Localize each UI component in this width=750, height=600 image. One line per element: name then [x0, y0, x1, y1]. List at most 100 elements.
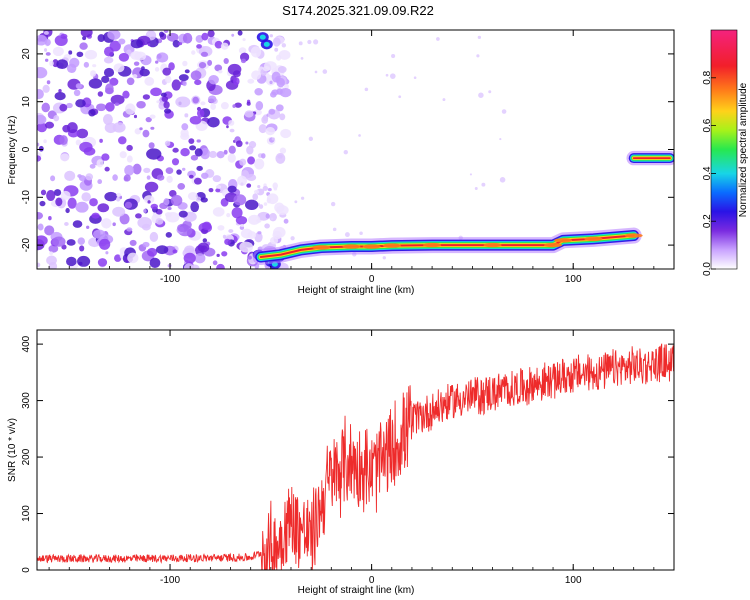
noise-blob: [107, 30, 121, 40]
noise-blob: [59, 135, 68, 146]
noise-blob: [139, 68, 150, 77]
noise-blob: [116, 192, 122, 198]
snr-axes: -100 0 100 0 100 200 300 400: [21, 330, 675, 586]
tone-hotspot: [483, 242, 502, 248]
noise-blob: [68, 50, 73, 55]
noise-blob: [190, 70, 202, 81]
noise-blob: [228, 229, 234, 233]
snr-ytick-label: 100: [21, 505, 32, 522]
spectrogram-ytick-label: 20: [21, 48, 32, 60]
noise-blob: [134, 128, 142, 135]
noise-blob: [237, 175, 248, 186]
noise-blob: [156, 245, 169, 255]
noise-blob: [269, 80, 273, 85]
noise-blob: [97, 34, 105, 42]
spectrogram-ytick-label: -20: [21, 237, 32, 252]
noise-blob: [266, 193, 279, 205]
noise-blob: [267, 187, 272, 192]
noise-blob: [273, 226, 286, 238]
noise-blob: [178, 74, 189, 82]
noise-blob: [101, 218, 112, 229]
noise-blob: [149, 257, 161, 269]
noise-blob: [105, 102, 115, 112]
noise-blob: [60, 153, 70, 162]
noise-blob: [141, 66, 145, 71]
noise-blob: [54, 91, 66, 101]
noise-blob: [201, 172, 209, 179]
noise-speck: [442, 98, 446, 102]
noise-blob: [263, 202, 268, 206]
noise-blob: [182, 60, 188, 67]
noise-blob: [75, 201, 89, 213]
noise-blob: [283, 83, 289, 90]
noise-blob: [95, 103, 107, 112]
noise-blob: [77, 174, 82, 178]
noise-blob: [258, 124, 267, 134]
spectrogram-xtick-label: 0: [369, 274, 375, 285]
noise-blob: [49, 251, 54, 256]
noise-blob: [226, 212, 231, 218]
noise-blob: [37, 34, 48, 46]
noise-blob: [142, 241, 150, 248]
noise-blob: [238, 47, 247, 54]
noise-speck: [322, 69, 328, 74]
noise-blob: [76, 128, 89, 139]
noise-blob: [235, 140, 243, 148]
noise-blob: [83, 61, 90, 68]
noise-speck: [270, 217, 274, 221]
noise-blob: [247, 255, 252, 260]
snr-line: [37, 343, 674, 570]
noise-blob: [101, 75, 110, 84]
noise-blob: [149, 231, 159, 242]
noise-blob: [167, 207, 172, 211]
noise-blob: [180, 133, 190, 140]
noise-blob: [142, 94, 151, 100]
noise-blob: [81, 192, 91, 202]
colorbar-ticks: 0.0 0.2 0.4 0.6 0.8: [702, 70, 716, 276]
noise-blob: [246, 174, 257, 182]
noise-speck: [314, 70, 318, 74]
noise-blob: [73, 89, 81, 97]
noise-blob: [239, 241, 254, 253]
noise-blob: [163, 198, 170, 206]
noise-blob: [201, 32, 209, 41]
noise-speck: [294, 200, 298, 204]
noise-blob: [37, 211, 44, 220]
noise-blob: [208, 188, 214, 193]
noise-blob: [97, 203, 110, 213]
noise-blob: [226, 125, 229, 129]
noise-blob: [188, 138, 195, 144]
noise-blob: [37, 142, 40, 147]
noise-speck: [385, 73, 389, 77]
noise-blob: [276, 54, 282, 61]
noise-blob: [69, 57, 80, 68]
noise-blob: [97, 179, 103, 185]
noise-blob: [118, 52, 130, 62]
spectrogram-xlabel: Height of straight line (km): [298, 285, 415, 296]
noise-blob: [254, 87, 263, 96]
noise-blob: [38, 145, 44, 152]
noise-blob: [39, 200, 46, 207]
noise-blob: [46, 80, 51, 85]
noise-blob: [154, 67, 160, 72]
noise-blob: [60, 33, 68, 39]
snr-ytick-label: 400: [21, 335, 32, 352]
noise-blob: [37, 155, 42, 162]
snr-frame: [36, 329, 675, 571]
noise-speck: [313, 39, 319, 45]
noise-blob: [212, 207, 225, 217]
colorbar: 0.0 0.2 0.4 0.6 0.8 Normalized spectral ampl…: [702, 29, 749, 276]
noise-blob: [255, 101, 264, 111]
noise-blob: [93, 229, 106, 239]
colorbar-tick-label: 0.4: [702, 166, 713, 180]
noise-blob: [66, 256, 77, 267]
noise-blob: [192, 96, 199, 104]
noise-blob: [223, 57, 229, 65]
noise-speck: [499, 177, 506, 183]
noise-blob: [166, 175, 173, 183]
tone-hotspot: [382, 243, 401, 248]
noise-speck: [481, 182, 486, 187]
noise-blob: [104, 166, 110, 172]
noise-blob: [240, 58, 247, 64]
noise-blob: [262, 185, 269, 192]
